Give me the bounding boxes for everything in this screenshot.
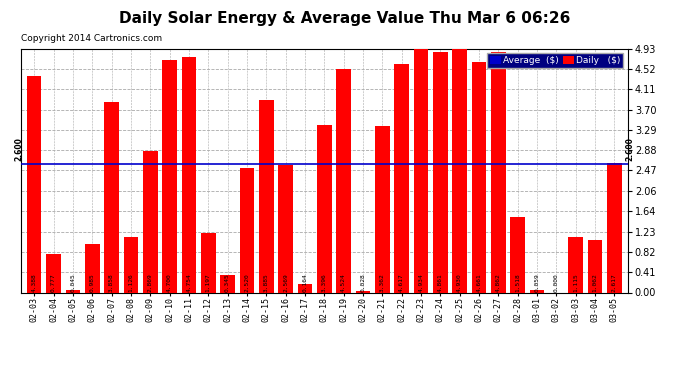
Text: 4.661: 4.661 [477, 273, 482, 292]
Text: 0.045: 0.045 [70, 273, 75, 292]
Text: 2.600: 2.600 [625, 138, 634, 162]
Text: 1.115: 1.115 [573, 273, 578, 292]
Bar [239, 168, 254, 292]
Bar [453, 49, 467, 292]
Bar [337, 69, 351, 292]
Bar [569, 237, 583, 292]
Bar [162, 60, 177, 292]
Bar [607, 163, 622, 292]
Bar [259, 100, 273, 292]
Text: 4.934: 4.934 [419, 273, 424, 292]
Bar [433, 52, 448, 292]
Bar [104, 102, 119, 292]
Bar [46, 254, 61, 292]
Text: 4.930: 4.930 [457, 273, 462, 292]
Text: 0.777: 0.777 [51, 273, 56, 292]
Bar [201, 233, 215, 292]
Text: 2.520: 2.520 [244, 273, 250, 292]
Text: 4.754: 4.754 [186, 273, 191, 292]
Text: 4.862: 4.862 [496, 273, 501, 292]
Bar [414, 48, 428, 292]
Text: 0.059: 0.059 [535, 273, 540, 292]
Text: 2.569: 2.569 [283, 273, 288, 292]
Text: 4.524: 4.524 [341, 273, 346, 292]
Text: 0.028: 0.028 [360, 273, 366, 292]
Bar [85, 244, 99, 292]
Text: 1.126: 1.126 [128, 273, 133, 292]
Text: Copyright 2014 Cartronics.com: Copyright 2014 Cartronics.com [21, 34, 162, 43]
Bar [395, 64, 409, 292]
Bar [143, 151, 157, 292]
Text: Daily Solar Energy & Average Value Thu Mar 6 06:26: Daily Solar Energy & Average Value Thu M… [119, 11, 571, 26]
Text: 1.518: 1.518 [515, 273, 520, 292]
Text: 4.617: 4.617 [399, 273, 404, 292]
Text: 3.858: 3.858 [109, 273, 114, 292]
Text: 0.000: 0.000 [554, 273, 559, 292]
Bar [317, 124, 332, 292]
Text: 2.600: 2.600 [14, 138, 23, 162]
Bar [472, 62, 486, 292]
Text: 4.388: 4.388 [32, 273, 37, 292]
Bar [220, 276, 235, 292]
Text: 3.396: 3.396 [322, 273, 327, 292]
Text: 0.345: 0.345 [225, 273, 230, 292]
Bar [588, 240, 602, 292]
Bar [375, 126, 390, 292]
Text: 1.197: 1.197 [206, 273, 210, 292]
Bar [297, 284, 312, 292]
Text: 1.062: 1.062 [593, 273, 598, 292]
Bar [511, 217, 525, 292]
Text: 4.700: 4.700 [167, 273, 172, 292]
Text: 2.617: 2.617 [612, 273, 617, 292]
Text: 4.861: 4.861 [438, 273, 443, 292]
Bar [66, 290, 80, 292]
Text: 3.362: 3.362 [380, 273, 385, 292]
Bar [530, 290, 544, 292]
Bar [27, 75, 41, 292]
Text: 2.869: 2.869 [148, 273, 152, 292]
Text: 0.164: 0.164 [302, 273, 308, 292]
Bar [181, 57, 196, 292]
Text: 3.885: 3.885 [264, 273, 269, 292]
Bar [356, 291, 371, 292]
Legend: Average  ($), Daily   ($): Average ($), Daily ($) [487, 53, 623, 68]
Text: 0.985: 0.985 [90, 273, 95, 292]
Bar [491, 52, 506, 292]
Bar [124, 237, 138, 292]
Bar [278, 165, 293, 292]
